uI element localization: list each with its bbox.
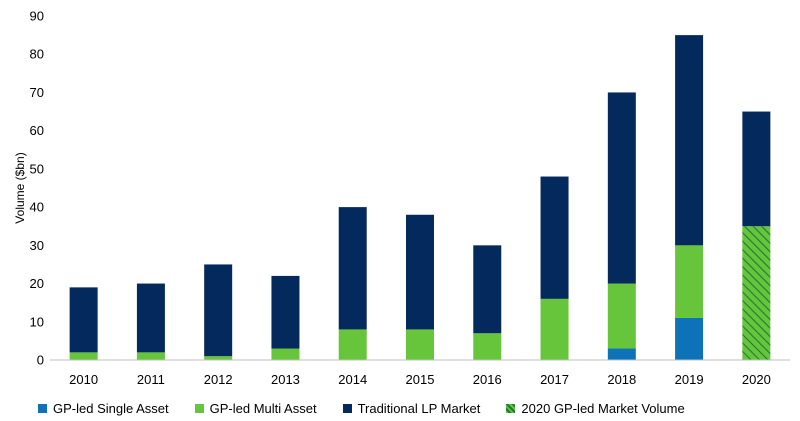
legend: GP-led Single Asset GP-led Multi Asset Tra… xyxy=(38,398,711,418)
bar-gp-led-single-asset-2019 xyxy=(675,317,704,360)
x-tick-label: 2020 xyxy=(742,372,771,387)
y-tick-label: 90 xyxy=(30,9,44,24)
y-tick-label: 10 xyxy=(30,314,44,329)
y-tick-label: 80 xyxy=(30,47,44,62)
legend-swatch xyxy=(194,403,204,413)
legend-item: Traditional LP Market xyxy=(342,400,481,416)
bar-traditional-lp-market-2011 xyxy=(136,283,165,353)
x-tick-label: 2018 xyxy=(607,372,636,387)
legend-item: GP-led Multi Asset xyxy=(194,400,317,416)
bar-traditional-lp-market-2019 xyxy=(675,35,704,246)
y-tick-label: 0 xyxy=(37,353,44,368)
bar-2020-gp-led-market-volume-2020 xyxy=(742,226,771,360)
bar-gp-led-multi-asset-2012 xyxy=(204,356,233,360)
bar-traditional-lp-market-2014 xyxy=(338,207,367,330)
legend-swatch xyxy=(506,403,516,413)
bar-traditional-lp-market-2020 xyxy=(742,111,771,227)
y-tick-label: 60 xyxy=(30,123,44,138)
y-tick-label: 70 xyxy=(30,85,44,100)
y-tick-label: 50 xyxy=(30,161,44,176)
legend-item: GP-led Single Asset xyxy=(38,401,169,416)
x-tick-label: 2013 xyxy=(271,372,300,387)
bar-traditional-lp-market-2018 xyxy=(607,92,636,284)
x-tick-label: 2015 xyxy=(406,372,435,387)
legend-label: GP-led Multi Asset xyxy=(209,400,317,416)
bar-traditional-lp-market-2013 xyxy=(271,275,300,349)
bar-traditional-lp-market-2016 xyxy=(473,245,502,334)
x-tick-label: 2016 xyxy=(473,372,502,387)
bar-gp-led-multi-asset-2010 xyxy=(69,352,98,360)
y-axis-ticks: 0 10 20 30 40 50 60 70 80 90 xyxy=(30,9,44,368)
y-tick-label: 30 xyxy=(30,238,44,253)
legend-item: 2020 GP-led Market Volume xyxy=(506,400,685,416)
legend-label: 2020 GP-led Market Volume xyxy=(521,400,685,416)
bar-gp-led-multi-asset-2015 xyxy=(406,329,434,360)
bars xyxy=(69,35,771,360)
bar-traditional-lp-market-2015 xyxy=(406,214,434,330)
bar-traditional-lp-market-2010 xyxy=(69,287,98,353)
x-tick-label: 2019 xyxy=(675,372,704,387)
bar-gp-led-multi-asset-2017 xyxy=(540,298,569,360)
bar-traditional-lp-market-2017 xyxy=(540,176,569,299)
bar-gp-led-multi-asset-2018 xyxy=(607,283,636,349)
legend-swatch xyxy=(38,403,47,413)
x-tick-label: 2011 xyxy=(137,372,165,387)
legend-label: GP-led Single Asset xyxy=(53,400,169,416)
x-tick-label: 2012 xyxy=(204,372,233,387)
x-tick-label: 2014 xyxy=(338,372,367,387)
bar-gp-led-multi-asset-2013 xyxy=(271,348,300,360)
legend-label: Traditional LP Market xyxy=(357,400,481,416)
bar-gp-led-multi-asset-2019 xyxy=(675,245,704,318)
x-axis-ticks: 2010 2011 2012 2013 2014 2015 2016 2017 2018 2019… xyxy=(69,372,771,387)
legend-swatch xyxy=(342,403,352,413)
x-tick-label: 2017 xyxy=(540,372,569,387)
bar-gp-led-single-asset-2018 xyxy=(607,348,636,360)
y-axis-label: Volume ($bn) xyxy=(13,152,27,223)
bar-gp-led-multi-asset-2011 xyxy=(136,352,165,360)
bar-gp-led-multi-asset-2014 xyxy=(338,329,367,360)
bar-traditional-lp-market-2012 xyxy=(204,264,233,357)
y-tick-label: 20 xyxy=(30,276,44,291)
y-tick-label: 40 xyxy=(30,200,44,215)
bar-gp-led-multi-asset-2016 xyxy=(473,333,502,360)
x-tick-label: 2010 xyxy=(69,372,98,387)
